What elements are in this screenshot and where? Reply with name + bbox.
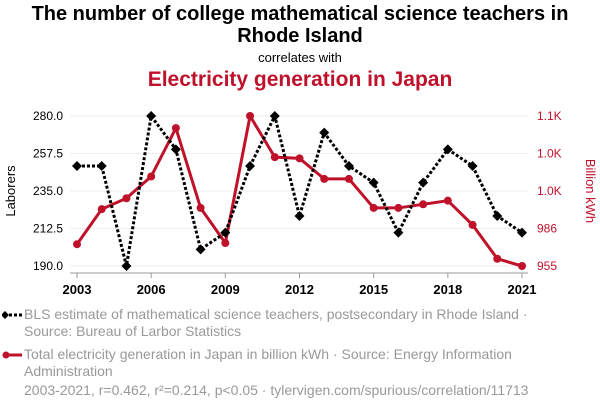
data-point-teachers: [96, 161, 107, 171]
y-right-tick-label: 1.0K: [537, 147, 562, 161]
data-point-electricity: [73, 240, 81, 249]
data-point-electricity: [122, 194, 131, 203]
data-point-teachers: [72, 161, 82, 171]
y-tick-label: 190.0: [33, 259, 63, 273]
chart-title-secondary: Electricity generation in Japan: [147, 68, 453, 91]
data-point-teachers: [517, 227, 527, 238]
data-point-electricity: [394, 203, 403, 212]
data-point-teachers: [269, 111, 280, 121]
data-point-teachers: [319, 127, 330, 138]
data-point-electricity: [443, 196, 452, 205]
legend-item-series1: BLS estimate of mathematical science tea…: [2, 306, 544, 340]
data-point-electricity: [221, 239, 230, 248]
data-point-electricity: [344, 174, 353, 183]
y-right-tick-label: 955: [537, 259, 557, 273]
legend-label: Total electricity generation in Japan in…: [24, 346, 512, 379]
data-point-teachers: [146, 111, 157, 121]
x-tick-label: 2009: [211, 282, 240, 297]
data-point-teachers: [170, 144, 181, 155]
y-axis-label-right: Billion kWh: [583, 159, 598, 223]
data-point-electricity: [493, 254, 502, 263]
data-point-teachers: [343, 161, 354, 171]
footer-stats: 2003-2021, r=0.462, r²=0.214, p<0.05 · t…: [24, 382, 529, 398]
data-point-electricity: [468, 220, 477, 229]
data-point-electricity: [147, 172, 156, 181]
y-right-tick-label: 986: [537, 222, 557, 236]
x-tick-label: 2006: [137, 282, 166, 297]
y-tick-label: 235.0: [33, 184, 63, 198]
data-point-teachers: [245, 161, 256, 171]
y-tick-label: 212.5: [33, 222, 63, 236]
y-tick-label: 257.5: [33, 147, 63, 161]
legend-swatch-black-dotted: [2, 311, 22, 319]
data-point-electricity: [518, 262, 526, 270]
data-point-electricity: [320, 174, 329, 183]
chart-title: The number of college mathematical scien…: [31, 3, 569, 47]
chart-subtitle: correlates with: [258, 50, 342, 65]
data-point-teachers: [442, 144, 453, 155]
data-point-electricity: [196, 203, 205, 212]
data-point-electricity: [419, 200, 428, 209]
data-point-electricity: [369, 203, 378, 212]
data-point-teachers: [121, 261, 132, 271]
data-point-electricity: [97, 205, 106, 214]
legend-swatch-red-line: [2, 351, 22, 359]
data-point-teachers: [467, 161, 478, 171]
y-right-tick-label: 1.1K: [537, 109, 562, 123]
data-point-electricity: [295, 154, 304, 163]
y-tick-label: 280.0: [33, 109, 63, 123]
legend-item-series2: Total electricity generation in Japan in…: [2, 346, 544, 380]
data-point-teachers: [492, 211, 503, 221]
y-right-tick-label: 1.0K: [537, 184, 562, 198]
x-tick-label: 2021: [508, 282, 537, 297]
data-point-teachers: [393, 227, 404, 238]
x-tick-label: 2018: [433, 282, 462, 297]
legend-label: BLS estimate of mathematical science tea…: [24, 306, 528, 339]
data-point-teachers: [220, 227, 231, 238]
x-tick-label: 2012: [285, 282, 314, 297]
data-point-electricity: [270, 153, 279, 162]
x-tick-label: 2015: [359, 282, 388, 297]
data-point-teachers: [418, 177, 429, 188]
data-point-electricity: [246, 112, 255, 120]
y-axis-label: Laborers: [3, 165, 18, 217]
chart-plot: 190.0 212.5 235.0 257.5 280.0 955 986 1.0K 1.0K 1…: [3, 109, 598, 297]
data-point-teachers: [294, 211, 305, 221]
data-point-electricity: [171, 124, 180, 133]
data-point-teachers: [368, 177, 379, 188]
data-point-teachers: [195, 244, 206, 255]
x-tick-label: 2003: [63, 282, 92, 297]
